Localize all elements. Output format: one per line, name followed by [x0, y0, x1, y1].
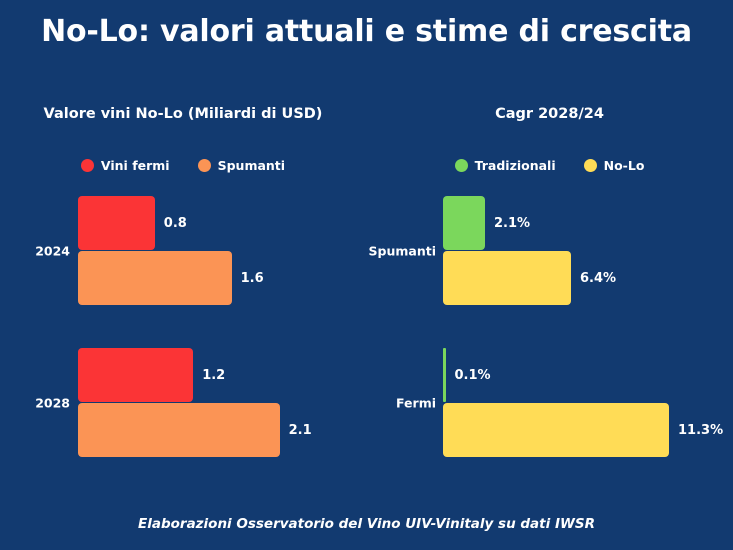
bar-row: 11.3%: [443, 403, 723, 457]
legend-item-vini-fermi[interactable]: Vini fermi: [80, 158, 170, 173]
bar-value-label: 0.1%: [454, 367, 491, 383]
legend-left: Vini fermi Spumanti: [0, 158, 366, 173]
legend-item-spumanti[interactable]: Spumanti: [197, 158, 286, 173]
legend-label: No-Lo: [603, 158, 645, 173]
bar-value-label: 1.2: [202, 367, 226, 383]
bar-row: 2.1: [78, 403, 312, 457]
bar-value-label: 0.8: [163, 215, 187, 231]
legend-label: Tradizionali: [474, 158, 556, 173]
bar-value-label: 6.4%: [580, 270, 617, 286]
bar-spumanti-2024[interactable]: [78, 251, 232, 305]
bar-no-lo-spumanti[interactable]: [443, 251, 571, 305]
bar-row: 1.2: [78, 348, 225, 402]
chart-panel-cagr: Cagr 2028/24 Tradizionali No-Lo Spumanti…: [366, 96, 733, 496]
bar-vini-fermi-2024[interactable]: [78, 196, 155, 250]
circle-swatch-icon: [80, 159, 94, 172]
bar-group-2028: 2028 1.2 2.1: [0, 348, 366, 458]
bar-vini-fermi-2028[interactable]: [78, 348, 194, 402]
legend-item-tradizionali[interactable]: Tradizionali: [454, 158, 556, 173]
bar-value-label: 11.3%: [678, 422, 724, 438]
bar-tradizionali-fermi[interactable]: [443, 348, 446, 402]
bar-group-spumanti: Spumanti 2.1% 6.4%: [366, 196, 733, 306]
category-label: 2028: [35, 395, 70, 411]
category-label: Fermi: [396, 395, 436, 411]
bar-value-label: 2.1: [288, 422, 312, 438]
chart-panel-valore-vini: Valore vini No-Lo (Miliardi di USD) Vini…: [0, 96, 366, 496]
bar-group-2024: 2024 0.8 1.6: [0, 196, 366, 306]
bar-spumanti-2028[interactable]: [78, 403, 280, 457]
circle-swatch-icon: [454, 159, 468, 172]
chart-title-right: Cagr 2028/24: [495, 106, 604, 122]
legend-label: Spumanti: [217, 158, 286, 173]
source-footnote: Elaborazioni Osservatorio del Vino UIV-V…: [138, 516, 595, 532]
bar-row: 0.1%: [443, 348, 491, 402]
bar-row: 1.6: [78, 251, 264, 305]
legend-label: Vini fermi: [100, 158, 170, 173]
category-label: 2024: [35, 243, 70, 259]
bar-no-lo-fermi[interactable]: [443, 403, 669, 457]
bar-value-label: 2.1%: [494, 215, 531, 231]
page-title: No-Lo: valori attuali e stime di crescit…: [41, 14, 692, 49]
category-label: Spumanti: [368, 243, 436, 259]
plot-area-right: Spumanti 2.1% 6.4% Fermi 0.1%: [366, 196, 733, 496]
bar-value-label: 1.6: [240, 270, 264, 286]
plot-area-left: 2024 0.8 1.6 2028 1.2 2.1: [0, 196, 366, 496]
bar-tradizionali-spumanti[interactable]: [443, 196, 485, 250]
bar-row: 6.4%: [443, 251, 616, 305]
bar-row: 0.8: [78, 196, 187, 250]
chart-title-left: Valore vini No-Lo (Miliardi di USD): [43, 106, 323, 122]
legend-item-no-lo[interactable]: No-Lo: [583, 158, 645, 173]
bar-row: 2.1%: [443, 196, 530, 250]
legend-right: Tradizionali No-Lo: [366, 158, 733, 173]
circle-swatch-icon: [197, 159, 211, 172]
bar-group-fermi: Fermi 0.1% 11.3%: [366, 348, 733, 458]
circle-swatch-icon: [583, 159, 597, 172]
